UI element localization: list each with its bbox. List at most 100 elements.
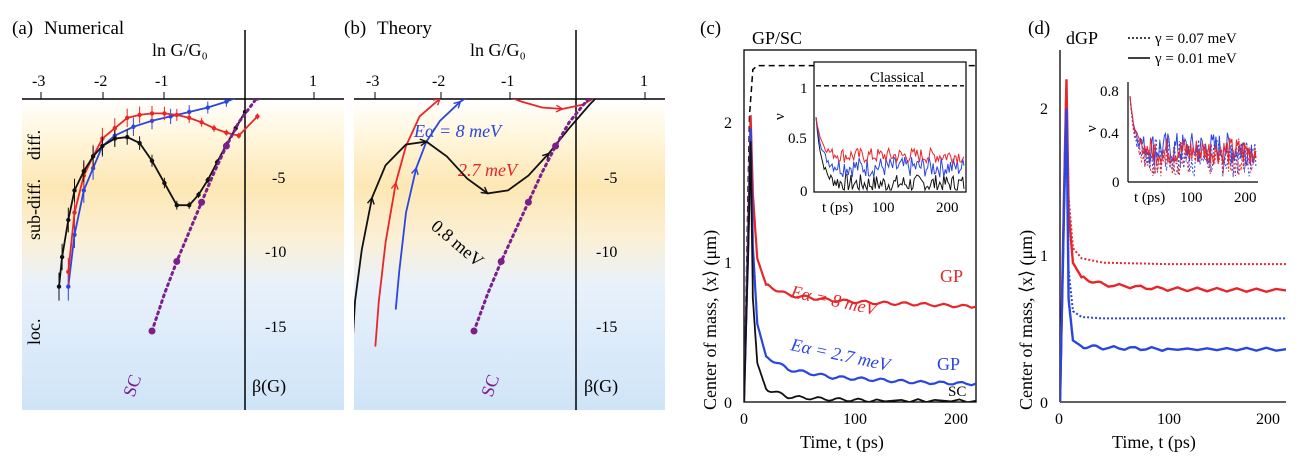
data-point-black bbox=[90, 154, 96, 159]
flow-arrow-blue bbox=[453, 100, 462, 109]
flow-arrow-black bbox=[419, 138, 428, 147]
flow-arrow-black bbox=[647, 58, 654, 64]
data-point-sc bbox=[148, 327, 156, 335]
panel-a: (a) Numerical ln G/G₀ -3 -2 -1 1 -5 -10 … bbox=[12, 18, 344, 410]
panel-c-inset-xlabel: t (ps) bbox=[822, 200, 853, 216]
data-point-red bbox=[72, 210, 77, 215]
data-point-blue bbox=[90, 166, 96, 171]
panel-b-top-tick: -3 bbox=[366, 73, 379, 90]
data-point-black bbox=[81, 168, 87, 174]
data-point-black bbox=[66, 217, 71, 223]
panel-b-label-27mev: 2.7 meV bbox=[458, 160, 519, 180]
panel-c-label-gp-blue: GP bbox=[937, 354, 960, 374]
panel-d-xlabel: Time, t (ps) bbox=[1112, 432, 1196, 453]
flow-arrow-black bbox=[603, 84, 610, 91]
panel-b-top-tick: -1 bbox=[501, 73, 514, 90]
panel-c-inset-plot bbox=[815, 85, 965, 192]
panel-b-right-tick: -15 bbox=[596, 319, 617, 336]
data-point-red bbox=[112, 126, 118, 131]
panel-c-title: GP/SC bbox=[752, 28, 802, 48]
panel-d-x-tick: 100 bbox=[1157, 411, 1181, 428]
data-point-black bbox=[100, 143, 105, 149]
series-line-3 bbox=[744, 141, 976, 402]
panel-d-inset-y-tick: 0 bbox=[1112, 175, 1120, 191]
panel-b: (b) Theory ln G/G₀ -3 -2 -1 1 -5 -10 -15… bbox=[344, 18, 665, 410]
data-point-black bbox=[196, 192, 201, 198]
panel-a-top-axis-label: ln G/G₀ bbox=[152, 40, 208, 60]
data-point-blue bbox=[168, 114, 173, 119]
panel-a-top-tick: -2 bbox=[94, 73, 107, 90]
panel-c-y-tick: 0 bbox=[724, 395, 732, 412]
panel-c-inset-y-tick: 0 bbox=[800, 184, 808, 200]
data-point-sc bbox=[497, 257, 505, 265]
panel-d-ylabel: Center of mass, ⟨x⟩ (μm) bbox=[1016, 230, 1037, 410]
series-line-blue bbox=[394, 99, 467, 310]
panel-b-top-axis-label: ln G/G₀ bbox=[470, 40, 526, 60]
panel-c-xlabel: Time, t (ps) bbox=[800, 432, 884, 453]
panel-b-label: (b) bbox=[344, 18, 366, 39]
panel-b-top-tick: -2 bbox=[432, 73, 445, 90]
panel-a-region-diff: diff. bbox=[24, 130, 44, 160]
data-point-red bbox=[211, 126, 217, 131]
data-point-red bbox=[162, 111, 167, 116]
panel-a-right-axis-label: β(G) bbox=[252, 376, 286, 397]
flow-arrow-red bbox=[390, 181, 399, 190]
series-line-sc bbox=[472, 99, 591, 333]
data-point-sc bbox=[254, 99, 261, 101]
data-point-red bbox=[174, 112, 179, 118]
panel-b-label-8mev: Eα = 8 meV bbox=[413, 121, 503, 141]
legend-entry-007: γ = 0.07 meV bbox=[1154, 31, 1237, 47]
panel-c-inset-y-tick: 1 bbox=[800, 81, 808, 97]
panel-d-x-tick: 200 bbox=[1256, 411, 1280, 428]
inset-trace-3 bbox=[1129, 96, 1257, 165]
panel-a-right-tick: -5 bbox=[272, 170, 285, 187]
data-point-black bbox=[137, 140, 142, 146]
inset-trace-0 bbox=[1129, 96, 1257, 177]
panel-a-right-tick: -15 bbox=[265, 319, 286, 336]
data-point-black bbox=[112, 136, 118, 141]
flow-arrow-red bbox=[433, 99, 441, 106]
panel-d-inset-xlabel: t (ps) bbox=[1134, 190, 1165, 206]
flow-arrow-black bbox=[541, 152, 550, 161]
flow-arrow-black bbox=[366, 196, 375, 205]
data-point-blue bbox=[205, 105, 210, 110]
data-point-sc bbox=[470, 327, 478, 335]
panel-c-inset-classical-label: Classical bbox=[870, 70, 924, 86]
data-point-black bbox=[187, 203, 192, 208]
data-point-sc bbox=[198, 198, 206, 206]
panel-d-y-tick: 2 bbox=[1040, 101, 1048, 118]
panel-d-inset-x-tick: 100 bbox=[1180, 190, 1203, 206]
inset-trace-0 bbox=[815, 117, 965, 192]
data-point-blue bbox=[261, 82, 265, 86]
data-point-red bbox=[255, 114, 260, 119]
data-point-red bbox=[66, 269, 71, 274]
series-line-sc bbox=[150, 99, 258, 333]
panel-d-y-tick: 1 bbox=[1040, 248, 1048, 265]
data-point-blue bbox=[72, 232, 77, 237]
panel-d-title: dGP bbox=[1066, 28, 1098, 48]
series-line-black bbox=[58, 111, 246, 288]
data-point-sc bbox=[552, 142, 560, 150]
panel-b-top-ticks bbox=[374, 92, 646, 99]
data-point-red bbox=[125, 115, 130, 121]
data-point-blue bbox=[308, 56, 312, 60]
series-line-3 bbox=[1060, 108, 1286, 402]
data-point-red bbox=[236, 133, 241, 138]
data-point-black bbox=[59, 254, 65, 260]
data-point-red bbox=[149, 111, 155, 116]
data-point-blue bbox=[280, 71, 284, 75]
panel-a-plot bbox=[56, 56, 312, 335]
panel-d-inset-y-tick: 0.4 bbox=[1100, 126, 1119, 142]
flow-arrow-blue bbox=[411, 166, 419, 176]
data-point-blue bbox=[299, 61, 303, 65]
panel-d-inset-y-tick: 0.8 bbox=[1100, 84, 1119, 100]
panel-c-y-tick: 1 bbox=[724, 255, 732, 272]
flow-arrow-red bbox=[495, 90, 502, 97]
data-point-sc bbox=[291, 63, 298, 70]
panel-b-background bbox=[354, 99, 665, 410]
data-point-sc bbox=[524, 198, 532, 206]
panel-b-top-tick: 1 bbox=[640, 73, 648, 90]
inset-trace-2 bbox=[1129, 96, 1257, 166]
panel-c-label-sc: SC bbox=[948, 384, 966, 400]
